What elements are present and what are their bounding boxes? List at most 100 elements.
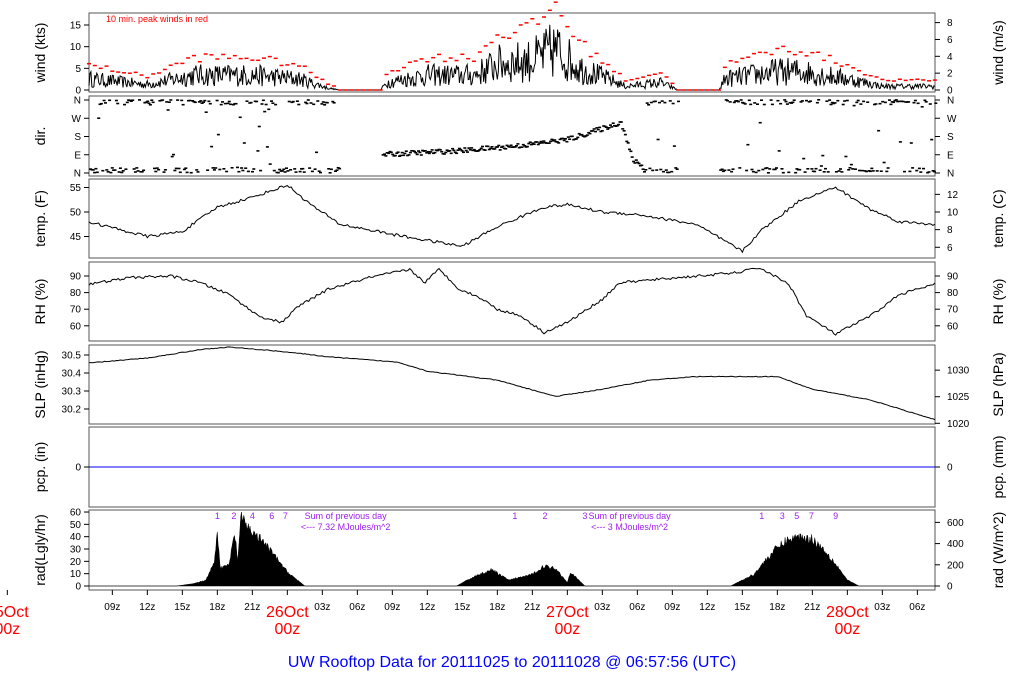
dir-point: [415, 153, 419, 156]
dir-point: [596, 128, 600, 131]
dir-point: [297, 103, 301, 106]
rad-hour-mark: 1: [215, 511, 220, 521]
time-tick-label: 15z: [174, 602, 190, 613]
dir-point: [116, 102, 120, 105]
dir-point: [483, 149, 487, 151]
dir-point: [170, 155, 174, 158]
time-tick-label: 21z: [804, 602, 820, 613]
dir-point: [104, 102, 107, 104]
dir-point: [860, 169, 864, 172]
dir-point: [848, 167, 852, 169]
rad-ytick-label: 20: [70, 557, 82, 568]
dir-point: [196, 171, 200, 173]
slp-ytick-label: 30.5: [62, 351, 82, 362]
dir-point: [836, 99, 840, 102]
dir-point: [222, 168, 226, 170]
dir-point: [114, 99, 118, 102]
dir-point: [283, 171, 287, 173]
dir-point: [600, 130, 604, 132]
dir-point: [463, 147, 467, 149]
dir-point: [877, 129, 881, 132]
rad-hour-mark: 1: [759, 511, 764, 521]
dir-point: [520, 146, 524, 148]
slp-series-line: [89, 346, 936, 421]
dir-point: [153, 167, 156, 170]
dir-point: [525, 145, 529, 148]
dir-point: [610, 126, 614, 128]
dir-point: [745, 169, 749, 172]
dir-point: [433, 151, 437, 154]
slp-ytick-label: 30.2: [62, 405, 82, 416]
dir-point: [173, 169, 177, 172]
dir-point: [928, 103, 932, 105]
time-tick-label: 18z: [769, 602, 785, 613]
dir-point: [566, 136, 570, 138]
slp-ylabel: SLP (inHg): [32, 350, 48, 418]
dir-ytick-label-right: N: [947, 169, 954, 180]
dir-point: [769, 99, 773, 101]
dir-point: [658, 101, 661, 104]
pcp-ylabel-right: pcp. (mm): [990, 436, 1006, 499]
rad-ytick-label: 50: [70, 520, 82, 531]
dir-point: [108, 99, 112, 102]
dir-point: [898, 141, 902, 143]
dir-point: [871, 170, 875, 172]
dir-point: [418, 151, 422, 154]
dir-point: [478, 149, 482, 151]
dir-point: [776, 99, 780, 102]
dir-ytick-label: W: [72, 114, 82, 125]
dir-point: [496, 146, 499, 148]
dir-point: [539, 140, 543, 143]
dir-point: [427, 152, 431, 155]
dir-point: [261, 99, 265, 102]
dir-point: [301, 167, 305, 170]
dir-point: [798, 168, 802, 171]
time-tick-label: 12z: [699, 602, 715, 613]
dir-point: [864, 170, 868, 173]
pcp-ylabel: pcp. (in): [32, 442, 48, 493]
dir-point: [453, 151, 457, 154]
dir-point: [393, 154, 397, 157]
temp-ytick-label-right: 12: [947, 190, 959, 201]
dir-point: [757, 169, 761, 172]
date-label: 28Oct: [826, 604, 869, 621]
dir-point: [845, 99, 849, 102]
dir-point: [542, 140, 546, 142]
dir-point: [180, 99, 184, 102]
dir-point: [256, 150, 260, 152]
dir-point: [889, 103, 893, 106]
dir-point: [460, 150, 464, 152]
dir-point: [91, 169, 95, 171]
time-tick-label: 21z: [524, 602, 540, 613]
dir-point: [472, 148, 476, 151]
dir-ytick-label-right: S: [947, 132, 954, 143]
dir-point: [762, 103, 766, 106]
dir-point: [633, 162, 637, 164]
dir-point: [140, 171, 144, 173]
dir-point: [677, 100, 680, 103]
dir-point: [837, 170, 841, 172]
dir-point: [603, 125, 607, 128]
dir-point: [399, 154, 403, 157]
dir-point: [144, 101, 148, 104]
dir-point: [238, 116, 242, 119]
slp-ytick-label-right: 1020: [947, 419, 970, 430]
dir-point: [743, 103, 747, 105]
dir-point: [810, 168, 814, 170]
time-tick-label: 12z: [139, 602, 155, 613]
wind-ytick-label: 0: [75, 86, 81, 97]
dir-point: [773, 168, 777, 171]
dir-point: [750, 168, 754, 171]
dir-point: [784, 100, 788, 103]
dir-point: [272, 169, 276, 172]
dir-point: [934, 102, 938, 104]
dir-point: [308, 167, 312, 169]
dir-point: [617, 123, 621, 126]
dir-point: [151, 101, 155, 104]
dir-point: [723, 169, 727, 172]
dir-point: [123, 103, 126, 106]
dir-point: [555, 141, 559, 143]
rad-hour-mark: 5: [794, 511, 799, 521]
dir-point: [540, 142, 544, 144]
